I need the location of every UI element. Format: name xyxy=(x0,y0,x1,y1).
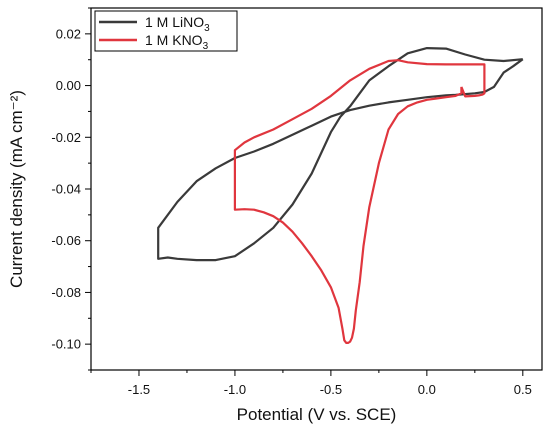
x-tick-label: -0.5 xyxy=(320,382,342,397)
legend-box xyxy=(94,10,238,52)
legend: 1 M LiNO3 1 M KNO3 xyxy=(94,10,238,52)
x-axis-title: Potential (V vs. SCE) xyxy=(237,405,397,424)
legend-label-lino3: 1 M LiNO3 xyxy=(145,14,210,34)
y-tick-label: -0.08 xyxy=(51,285,81,300)
y-tick-label: -0.02 xyxy=(51,130,81,145)
y-axis-title: Current density (mA cm⁻²) xyxy=(7,90,26,288)
x-tick-label: -1.5 xyxy=(128,382,150,397)
y-axis: 0.02 0.00 -0.02 -0.04 -0.06 -0.08 -0.10 xyxy=(51,7,91,371)
x-tick-label: -1.0 xyxy=(224,382,246,397)
legend-label-lino3-main: 1 M LiNO xyxy=(145,14,204,30)
x-axis: -1.5 -1.0 -0.5 0.0 0.5 xyxy=(90,370,532,397)
legend-label-kno3-sub: 3 xyxy=(203,41,209,52)
series-line-1 xyxy=(233,59,486,344)
y-tick-label: -0.10 xyxy=(51,337,81,352)
y-tick-label: 0.02 xyxy=(56,26,81,41)
plot-frame xyxy=(90,7,543,371)
y-tick-label: -0.04 xyxy=(51,182,81,197)
x-tick-label: 0.5 xyxy=(514,382,532,397)
legend-label-lino3-sub: 3 xyxy=(204,23,210,34)
y-tick-label: 0.00 xyxy=(56,78,81,93)
x-tick-label: 0.0 xyxy=(418,382,436,397)
legend-label-kno3: 1 M KNO3 xyxy=(145,32,209,52)
series-layer xyxy=(157,46,524,344)
legend-label-kno3-main: 1 M KNO xyxy=(145,32,203,48)
series-line-0 xyxy=(157,46,524,262)
y-tick-label: -0.06 xyxy=(51,233,81,248)
